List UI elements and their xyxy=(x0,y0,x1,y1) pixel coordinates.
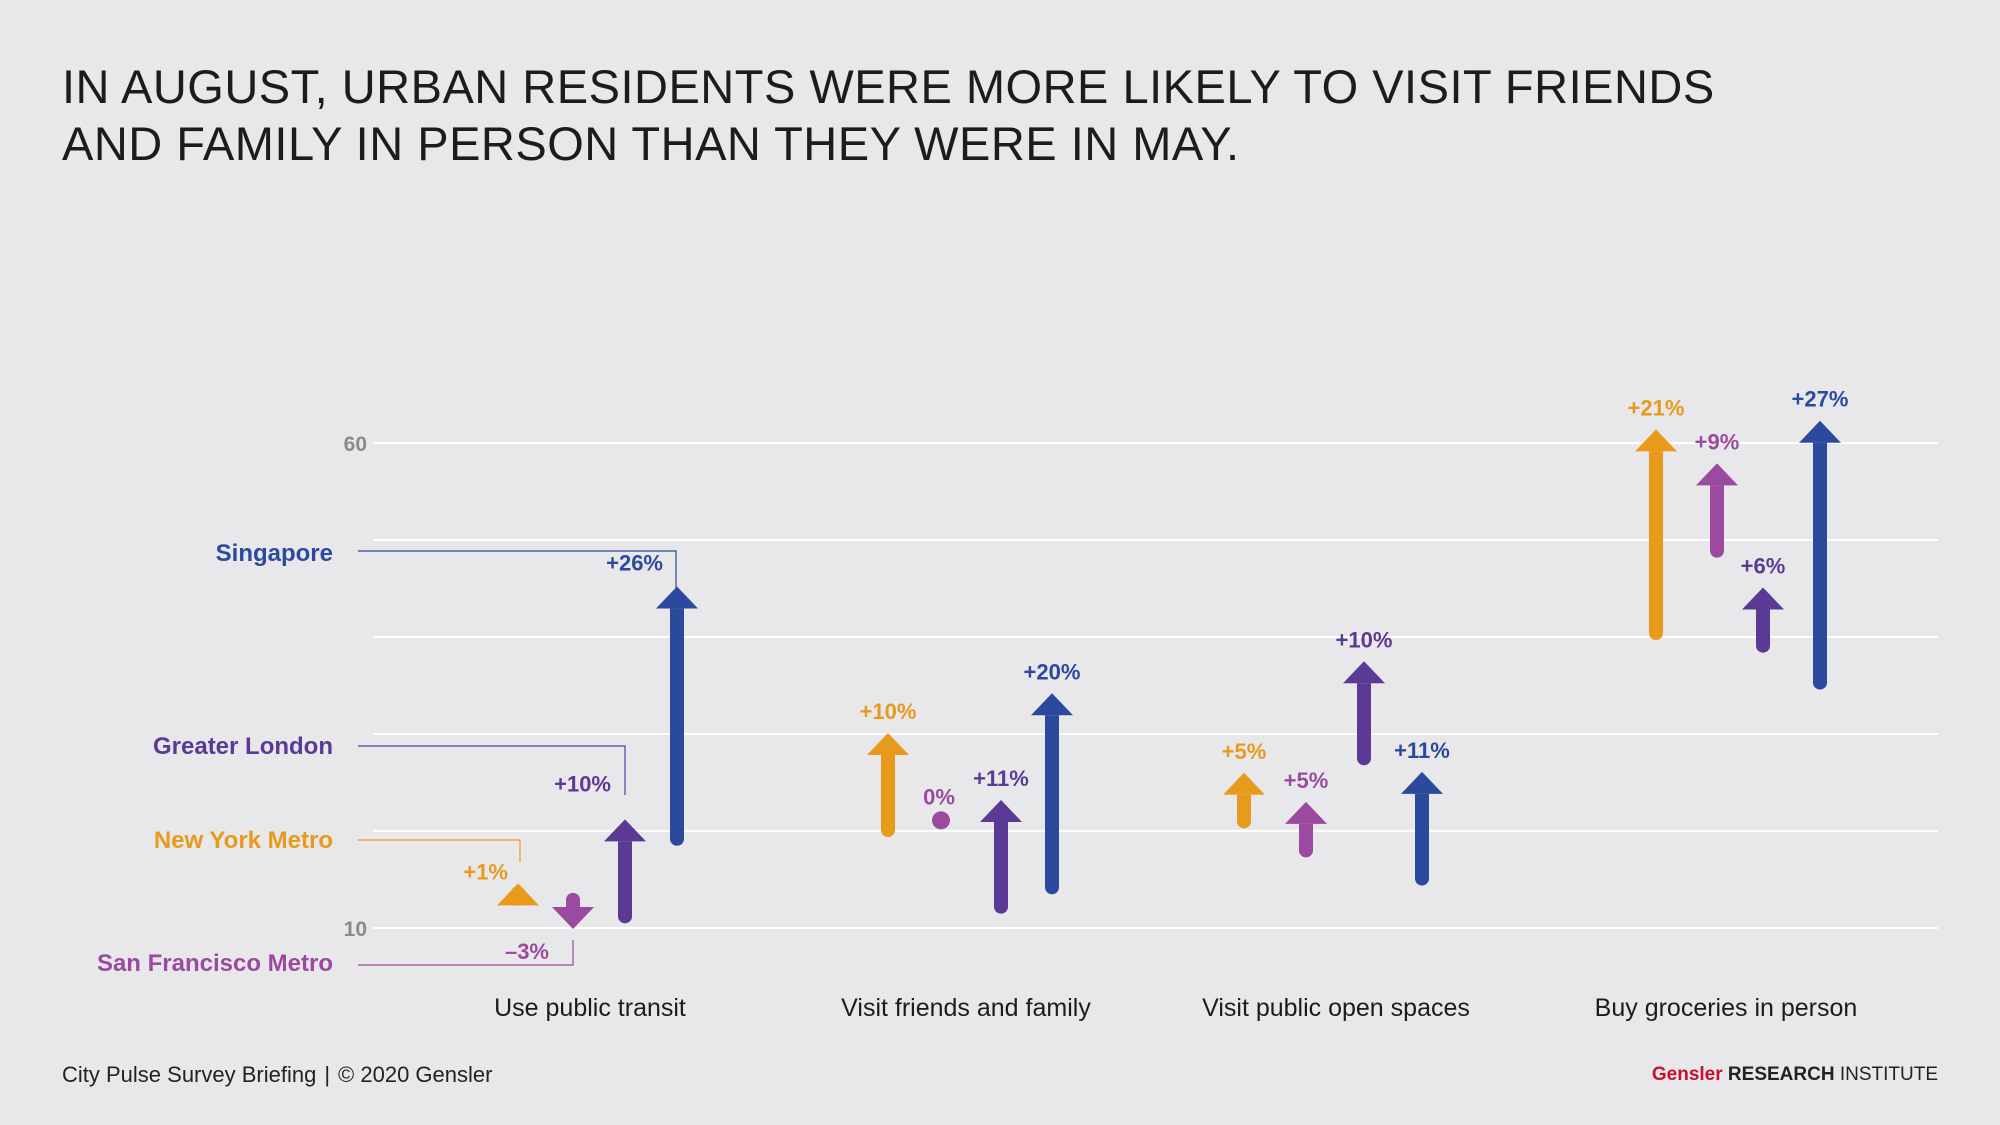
arrow-tail xyxy=(1237,814,1251,829)
change-label: +11% xyxy=(973,766,1029,791)
arrow-tail xyxy=(566,892,580,907)
arrow-shaft xyxy=(1357,683,1371,759)
arrow-shaft xyxy=(1045,715,1059,888)
arrow-tail xyxy=(1299,843,1313,858)
y-tick-label: 10 xyxy=(344,918,367,941)
change-label: +5% xyxy=(1284,768,1329,793)
change-label: +6% xyxy=(1741,554,1786,579)
y-tick-label: 60 xyxy=(344,433,367,456)
legend-label: Singapore xyxy=(216,540,333,567)
arrow-head xyxy=(497,883,539,906)
arrow-shaft xyxy=(1756,609,1770,646)
arrow-shaft xyxy=(670,608,684,839)
arrow-shaft xyxy=(881,755,895,831)
arrow-shaft xyxy=(1415,793,1429,879)
no-change-dot xyxy=(932,811,950,830)
arrow-head xyxy=(980,799,1022,822)
logo-institute: INSTITUTE xyxy=(1839,1064,1938,1085)
arrow-head xyxy=(1401,771,1443,794)
arrow-shaft xyxy=(1649,451,1663,634)
category-label: Visit public open spaces xyxy=(1202,994,1470,1022)
arrow-head xyxy=(1031,693,1073,716)
arrow-head xyxy=(1223,772,1265,795)
logo-research: RESEARCH xyxy=(1727,1064,1835,1085)
arrow-shaft xyxy=(618,841,632,917)
change-label: +9% xyxy=(1695,429,1740,454)
footer-separator: | xyxy=(324,1062,331,1087)
arrow-head xyxy=(552,906,594,929)
arrow-tail xyxy=(618,909,632,924)
legend-connector xyxy=(358,940,574,966)
change-label: +20% xyxy=(1024,659,1081,684)
change-label: +10% xyxy=(860,699,917,724)
arrow-tail xyxy=(1415,871,1429,886)
arrow-tail xyxy=(1756,638,1770,653)
arrow-tail xyxy=(1357,751,1371,766)
footer-source: City Pulse Survey Briefing | © 2020 Gensle… xyxy=(62,1062,492,1088)
arrow-tail xyxy=(1813,675,1827,690)
arrow-tail xyxy=(670,831,684,846)
footer-copyright: © 2020 Gensler xyxy=(338,1062,493,1087)
title-line-2: AND FAMILY IN PERSON THAN THEY WERE IN M… xyxy=(62,117,1240,170)
arrow-head xyxy=(1635,429,1677,452)
legend-connector xyxy=(358,550,677,588)
change-label: +10% xyxy=(554,771,611,796)
arrow-tail xyxy=(1045,880,1059,895)
footer-logo: Gensler RESEARCH INSTITUTE xyxy=(1652,1064,1938,1086)
arrow-tail xyxy=(1710,543,1724,558)
arrow-tail xyxy=(1649,626,1663,641)
footer-briefing: City Pulse Survey Briefing xyxy=(62,1062,317,1087)
arrow-head xyxy=(1742,587,1784,610)
arrow-shaft xyxy=(994,821,1008,907)
chart-title: IN AUGUST, URBAN RESIDENTS WERE MORE LIK… xyxy=(62,58,1762,172)
category-label: Use public transit xyxy=(494,994,686,1022)
change-label: –3% xyxy=(505,939,549,964)
legend-label: Greater London xyxy=(153,733,333,760)
arrow-tail xyxy=(881,823,895,838)
arrow-head xyxy=(656,586,698,609)
legend-label: San Francisco Metro xyxy=(97,950,333,977)
legend-connector xyxy=(358,839,521,862)
category-label: Visit friends and family xyxy=(841,994,1091,1022)
logo-brand: Gensler xyxy=(1651,1064,1723,1085)
arrow-shaft xyxy=(1813,442,1827,683)
change-label: +5% xyxy=(1222,739,1267,764)
change-label: +21% xyxy=(1628,395,1685,420)
arrow-head xyxy=(1343,661,1385,684)
change-label: +27% xyxy=(1792,387,1849,412)
arrow-head xyxy=(604,819,646,842)
change-label: +26% xyxy=(606,551,663,576)
change-label: +1% xyxy=(463,859,508,884)
arrow-shaft xyxy=(1710,485,1724,551)
change-label: 0% xyxy=(923,784,955,809)
change-label: +10% xyxy=(1336,627,1393,652)
arrow-head xyxy=(1696,463,1738,486)
arrow-shaft xyxy=(1299,823,1313,851)
change-label: +11% xyxy=(1394,738,1450,763)
arrow-head xyxy=(867,733,909,756)
arrow-shaft xyxy=(1237,794,1251,822)
arrow-tail xyxy=(994,899,1008,914)
category-label: Buy groceries in person xyxy=(1595,994,1858,1022)
legend-label: New York Metro xyxy=(154,827,333,854)
legend-connector xyxy=(358,745,626,795)
arrow-head xyxy=(1799,420,1841,443)
arrow-head xyxy=(1285,801,1327,824)
title-line-1: IN AUGUST, URBAN RESIDENTS WERE MORE LIK… xyxy=(62,60,1715,113)
